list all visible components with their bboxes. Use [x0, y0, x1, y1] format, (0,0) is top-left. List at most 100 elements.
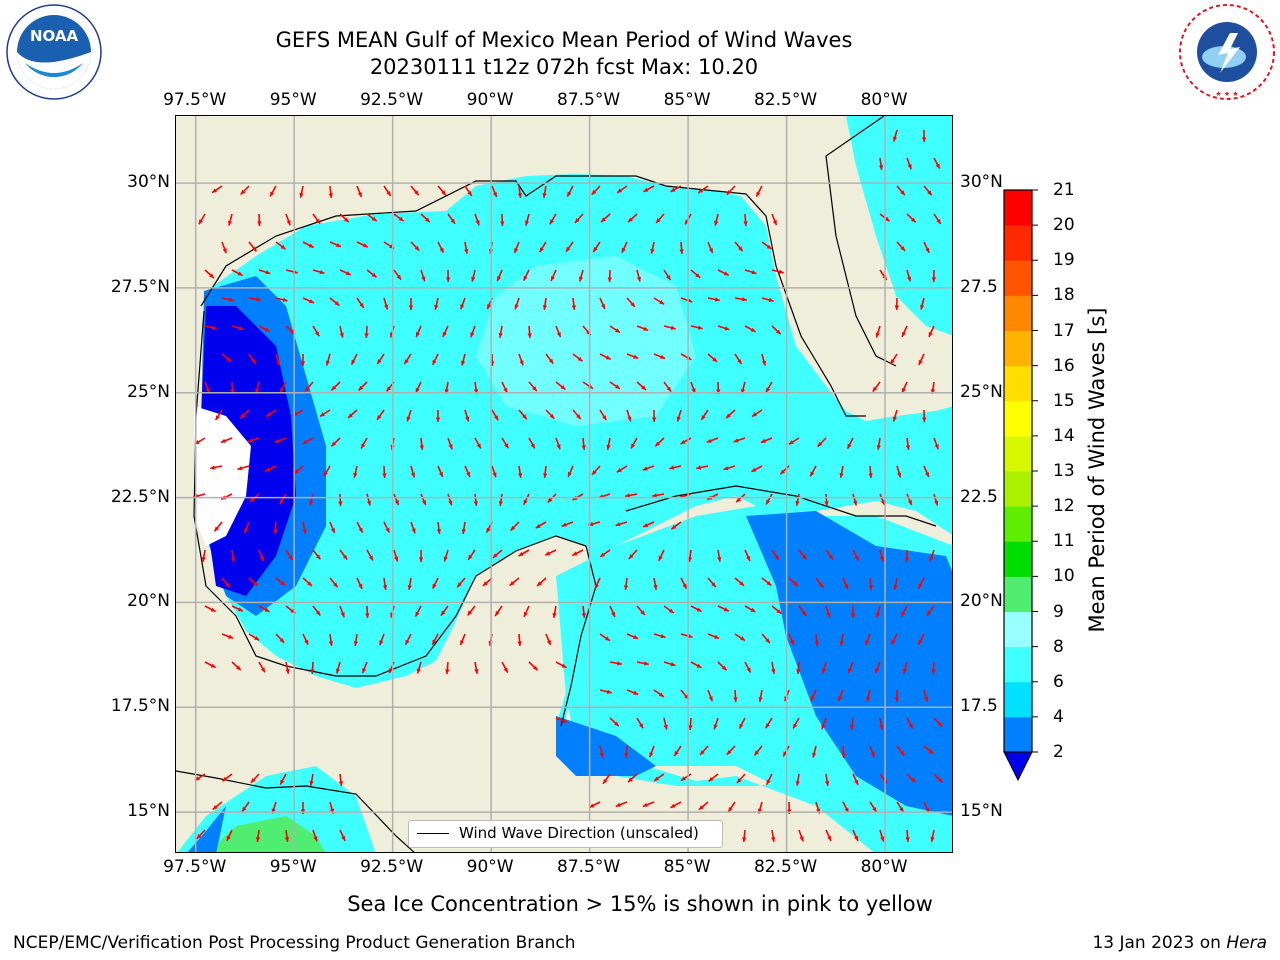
wind-arrow-head	[368, 555, 373, 561]
wind-arrow-head	[737, 778, 742, 783]
lon-tick-bottom: 92.5°W	[360, 857, 424, 877]
sea-ice-note: Sea Ice Concentration > 15% is shown in …	[347, 892, 933, 916]
wind-arrow-head	[532, 386, 537, 392]
wind-arrow-head	[237, 271, 243, 276]
wind-arrow-head	[740, 636, 745, 641]
wind-arrow-head	[344, 217, 349, 223]
wind-arrow-head	[723, 607, 729, 612]
wind-arrow-head	[523, 611, 528, 617]
wind-arrow-head	[509, 581, 515, 586]
wind-arrow-head	[408, 305, 414, 310]
wind-arrow-head	[551, 276, 555, 281]
wind-arrow-head	[547, 497, 553, 503]
wind-arrow-head	[222, 248, 227, 254]
wind-arrow-head	[659, 300, 665, 305]
wind-arrow-head	[788, 440, 794, 445]
wind-arrow-head	[827, 835, 832, 841]
wind-arrow-head	[341, 835, 346, 841]
wind-arrow-head	[726, 190, 732, 195]
wind-arrow-head	[222, 776, 228, 782]
wind-arrow-head	[817, 441, 823, 447]
wind-arrow-head	[361, 443, 366, 449]
wind-arrow-head	[799, 836, 804, 842]
wind-arrow-head	[333, 582, 338, 588]
wind-arrow-head	[364, 333, 369, 338]
wind-arrow-head	[670, 662, 676, 667]
wind-arrow-head	[348, 413, 353, 418]
wind-arrow-head	[421, 276, 426, 282]
wind-arrow-head	[880, 836, 885, 842]
wind-arrow-head	[891, 639, 896, 645]
colorbar-segment	[1004, 576, 1032, 612]
wind-arrow-head	[345, 271, 351, 276]
wind-arrow-head	[642, 466, 648, 471]
wind-arrow-head	[432, 639, 437, 645]
wind-arrow-head	[285, 668, 290, 674]
wind-arrow-head	[905, 837, 910, 842]
wind-arrow-head	[244, 528, 249, 534]
wind-arrow-head	[733, 438, 739, 443]
wind-arrow-head	[652, 493, 657, 498]
lat-tick-right: 22.5	[960, 486, 998, 507]
wind-arrow-head	[765, 387, 771, 393]
wind-arrow-head	[552, 613, 557, 618]
wind-arrow-head	[907, 164, 912, 170]
wind-arrow-head	[581, 613, 586, 618]
wind-arrow-head	[274, 438, 280, 443]
wind-arrow-head	[492, 472, 497, 478]
colorbar-segment	[1004, 681, 1032, 718]
wind-arrow-head	[670, 187, 676, 192]
wind-arrow-head	[655, 441, 661, 447]
wind-arrow-head	[331, 441, 337, 447]
wind-arrow-head	[866, 696, 871, 702]
wind-arrow-head	[237, 466, 243, 471]
wind-arrow-head	[611, 611, 616, 617]
wind-arrow-head	[577, 356, 583, 362]
wind-arrow-head	[698, 805, 704, 810]
colorbar-tick-label: 18	[1053, 285, 1075, 306]
wind-arrow-head	[539, 247, 544, 253]
wind-arrow-head	[925, 472, 929, 477]
wind-arrow-head	[396, 274, 401, 280]
wind-arrow-head	[928, 749, 934, 754]
wind-arrow-head	[385, 527, 390, 533]
wind-arrow-head	[571, 305, 576, 310]
wind-arrow-head	[605, 355, 611, 360]
wind-arrow-head	[302, 439, 308, 445]
wind-arrow-head	[752, 412, 757, 417]
wind-arrow-head	[736, 497, 741, 503]
wind-arrow-head	[259, 556, 264, 562]
wind-arrow-head	[284, 837, 290, 842]
wind-arrow-head	[875, 612, 881, 618]
wind-arrow-head	[712, 357, 718, 362]
wind-arrow-head	[250, 497, 255, 502]
wind-arrow-head	[436, 529, 442, 534]
wind-arrow-head	[266, 412, 271, 417]
wind-arrow-head	[323, 471, 328, 477]
wind-arrow-head	[561, 663, 567, 668]
wind-arrow-head	[746, 556, 750, 561]
wind-arrow-head	[592, 470, 597, 475]
wind-arrow-head	[276, 360, 281, 366]
wind-arrow-head	[542, 305, 548, 310]
wind-arrow-head	[576, 414, 581, 420]
wind-arrow-head	[211, 325, 217, 330]
colorbar-segment	[1004, 295, 1032, 331]
wind-arrow-head	[371, 272, 377, 278]
colorbar-segment	[1004, 506, 1032, 542]
wind-arrow-head	[530, 443, 535, 449]
wind-arrow-head	[929, 556, 934, 562]
wind-arrow-head	[617, 188, 623, 193]
wind-arrow-head	[215, 415, 220, 421]
wind-arrow-head	[750, 327, 756, 332]
wind-arrow-head	[793, 581, 798, 587]
wind-arrow-head	[279, 638, 285, 643]
lon-tick-bottom: 97.5°W	[163, 857, 227, 877]
wind-arrow-head	[698, 188, 704, 193]
wind-arrow-head	[660, 634, 666, 639]
wind-arrow-head	[523, 275, 528, 281]
legend-label: Wind Wave Direction (unscaled)	[459, 824, 699, 842]
wind-arrow-head	[716, 389, 721, 394]
wind-arrow-head	[503, 387, 508, 393]
wind-arrow-head	[696, 465, 702, 470]
